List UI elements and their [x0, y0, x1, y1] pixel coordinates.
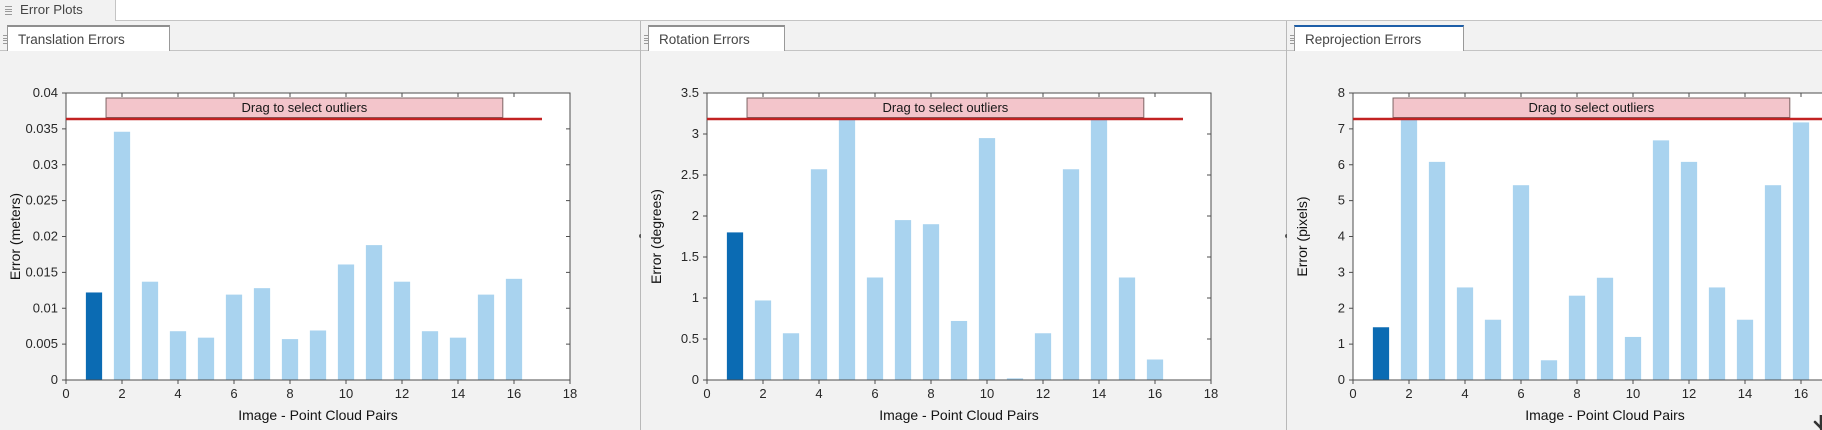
svg-text:Drag to select outliers: Drag to select outliers — [1529, 100, 1655, 115]
svg-text:0: 0 — [51, 372, 58, 387]
svg-text:0: 0 — [703, 386, 710, 401]
svg-text:1: 1 — [692, 290, 699, 305]
svg-text:7: 7 — [1338, 121, 1345, 136]
svg-text:14: 14 — [451, 386, 465, 401]
svg-text:16: 16 — [507, 386, 521, 401]
svg-text:12: 12 — [1682, 386, 1696, 401]
svg-text:4: 4 — [1338, 229, 1345, 244]
svg-text:3.5: 3.5 — [681, 85, 699, 100]
svg-text:0.04: 0.04 — [33, 85, 58, 100]
svg-text:0.01: 0.01 — [33, 300, 58, 315]
svg-text:Error (pixels): Error (pixels) — [1294, 196, 1310, 276]
svg-text:2.5: 2.5 — [681, 167, 699, 182]
svg-text:18: 18 — [1204, 386, 1218, 401]
svg-text:Image - Point Cloud Pairs: Image - Point Cloud Pairs — [238, 407, 398, 423]
svg-text:16: 16 — [1148, 386, 1162, 401]
svg-text:Drag to select outliers: Drag to select outliers — [242, 100, 368, 115]
svg-text:3: 3 — [1338, 264, 1345, 279]
svg-text:6: 6 — [1517, 386, 1524, 401]
svg-text:14: 14 — [1092, 386, 1106, 401]
svg-text:12: 12 — [1036, 386, 1050, 401]
svg-text:8: 8 — [286, 386, 293, 401]
svg-text:Error (meters): Error (meters) — [7, 193, 23, 280]
svg-text:2: 2 — [118, 386, 125, 401]
svg-text:Image - Point Cloud Pairs: Image - Point Cloud Pairs — [1525, 407, 1685, 423]
svg-text:0.03: 0.03 — [33, 157, 58, 172]
svg-text:0.015: 0.015 — [25, 264, 58, 279]
svg-text:14: 14 — [1738, 386, 1752, 401]
svg-text:10: 10 — [339, 386, 353, 401]
svg-text:1.5: 1.5 — [681, 249, 699, 264]
svg-text:4: 4 — [815, 386, 822, 401]
svg-text:2: 2 — [1338, 300, 1345, 315]
svg-text:Image - Point Cloud Pairs: Image - Point Cloud Pairs — [879, 407, 1039, 423]
svg-text:6: 6 — [230, 386, 237, 401]
svg-text:0: 0 — [1338, 372, 1345, 387]
svg-text:1: 1 — [1338, 336, 1345, 351]
svg-text:Drag to select outliers: Drag to select outliers — [883, 100, 1009, 115]
svg-text:0.5: 0.5 — [681, 331, 699, 346]
svg-text:2: 2 — [1405, 386, 1412, 401]
svg-text:0.005: 0.005 — [25, 336, 58, 351]
svg-text:2: 2 — [692, 208, 699, 223]
svg-text:8: 8 — [927, 386, 934, 401]
svg-text:2: 2 — [759, 386, 766, 401]
svg-text:4: 4 — [174, 386, 181, 401]
svg-text:10: 10 — [980, 386, 994, 401]
svg-text:6: 6 — [1338, 157, 1345, 172]
svg-text:0.02: 0.02 — [33, 229, 58, 244]
svg-text:18: 18 — [563, 386, 577, 401]
svg-text:10: 10 — [1626, 386, 1640, 401]
svg-text:0: 0 — [1349, 386, 1356, 401]
svg-text:0: 0 — [62, 386, 69, 401]
svg-text:0: 0 — [692, 372, 699, 387]
svg-text:5: 5 — [1338, 193, 1345, 208]
svg-text:16: 16 — [1794, 386, 1808, 401]
svg-text:0.035: 0.035 — [25, 121, 58, 136]
svg-text:3: 3 — [692, 126, 699, 141]
svg-text:6: 6 — [871, 386, 878, 401]
svg-text:12: 12 — [395, 386, 409, 401]
svg-text:0.025: 0.025 — [25, 193, 58, 208]
svg-text:4: 4 — [1461, 386, 1468, 401]
svg-text:8: 8 — [1338, 85, 1345, 100]
svg-text:8: 8 — [1573, 386, 1580, 401]
svg-text:Error (degrees): Error (degrees) — [648, 189, 664, 284]
